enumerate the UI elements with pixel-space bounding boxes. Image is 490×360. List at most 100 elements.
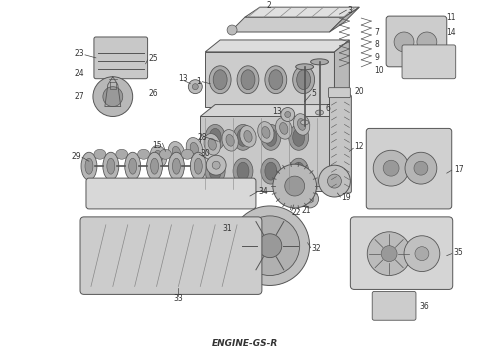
Text: 8: 8 — [374, 40, 379, 49]
Ellipse shape — [269, 70, 283, 90]
Ellipse shape — [222, 130, 238, 151]
Text: 31: 31 — [222, 224, 232, 233]
Circle shape — [258, 234, 282, 258]
Ellipse shape — [237, 162, 249, 180]
Ellipse shape — [294, 114, 310, 135]
Ellipse shape — [107, 158, 115, 174]
Circle shape — [383, 160, 399, 176]
Polygon shape — [335, 104, 349, 191]
Ellipse shape — [138, 149, 149, 159]
Circle shape — [414, 161, 428, 175]
FancyBboxPatch shape — [402, 45, 456, 79]
Ellipse shape — [195, 158, 202, 174]
Ellipse shape — [280, 122, 288, 134]
Ellipse shape — [168, 141, 185, 163]
Ellipse shape — [147, 152, 163, 180]
Ellipse shape — [209, 162, 221, 180]
Text: 21: 21 — [302, 206, 311, 215]
Text: 15: 15 — [152, 141, 162, 150]
Text: 7: 7 — [374, 27, 379, 36]
Ellipse shape — [205, 125, 225, 150]
FancyBboxPatch shape — [329, 95, 351, 193]
Text: 29: 29 — [72, 152, 81, 161]
Circle shape — [188, 80, 202, 94]
FancyBboxPatch shape — [328, 88, 350, 98]
Ellipse shape — [241, 70, 255, 90]
Ellipse shape — [316, 110, 323, 115]
Text: 25: 25 — [148, 54, 158, 63]
Ellipse shape — [296, 70, 311, 90]
Ellipse shape — [154, 150, 163, 162]
FancyBboxPatch shape — [86, 178, 256, 209]
Circle shape — [240, 216, 300, 275]
Circle shape — [285, 112, 291, 117]
Ellipse shape — [150, 158, 159, 174]
Ellipse shape — [129, 158, 137, 174]
Ellipse shape — [293, 162, 305, 180]
Polygon shape — [205, 52, 335, 107]
Text: 19: 19 — [342, 193, 351, 202]
Text: 27: 27 — [74, 92, 84, 101]
Ellipse shape — [85, 158, 93, 174]
Ellipse shape — [190, 152, 206, 180]
Text: 1: 1 — [196, 77, 201, 86]
Ellipse shape — [94, 149, 106, 159]
Polygon shape — [200, 117, 335, 191]
Ellipse shape — [311, 59, 328, 65]
Polygon shape — [200, 104, 349, 117]
Text: ENGINE-GS-R: ENGINE-GS-R — [212, 339, 278, 348]
Text: 12: 12 — [354, 142, 364, 151]
Ellipse shape — [169, 152, 184, 180]
Text: 34: 34 — [258, 186, 268, 195]
Ellipse shape — [275, 118, 292, 139]
Text: 24: 24 — [74, 69, 84, 78]
Circle shape — [103, 87, 123, 107]
Ellipse shape — [81, 152, 97, 180]
Circle shape — [415, 247, 429, 261]
FancyBboxPatch shape — [386, 16, 447, 67]
Text: 13: 13 — [272, 107, 281, 116]
Text: 14: 14 — [446, 27, 455, 36]
Polygon shape — [110, 82, 116, 89]
Ellipse shape — [289, 158, 309, 184]
Circle shape — [405, 152, 437, 184]
Ellipse shape — [258, 122, 274, 143]
Circle shape — [281, 108, 294, 121]
Ellipse shape — [301, 120, 309, 125]
Circle shape — [227, 25, 237, 35]
Text: 35: 35 — [454, 248, 464, 257]
Circle shape — [301, 190, 318, 208]
Text: 26: 26 — [148, 89, 158, 98]
Ellipse shape — [289, 125, 309, 150]
Circle shape — [373, 150, 409, 186]
Ellipse shape — [293, 129, 305, 146]
Ellipse shape — [233, 125, 253, 150]
Ellipse shape — [209, 129, 221, 146]
Polygon shape — [335, 40, 349, 107]
Ellipse shape — [116, 149, 128, 159]
Circle shape — [417, 32, 437, 52]
Text: 6: 6 — [325, 104, 330, 113]
Circle shape — [230, 233, 250, 253]
Circle shape — [404, 236, 440, 271]
Ellipse shape — [172, 147, 180, 158]
Polygon shape — [329, 7, 359, 32]
Circle shape — [192, 84, 198, 90]
Ellipse shape — [295, 64, 314, 70]
Ellipse shape — [181, 149, 194, 159]
Ellipse shape — [208, 139, 217, 150]
Text: 28: 28 — [197, 133, 207, 142]
Ellipse shape — [204, 134, 221, 155]
Circle shape — [93, 77, 133, 117]
Circle shape — [236, 239, 244, 247]
Ellipse shape — [265, 162, 277, 180]
Circle shape — [206, 155, 226, 175]
Text: 33: 33 — [173, 294, 183, 303]
Ellipse shape — [261, 158, 281, 184]
Ellipse shape — [190, 143, 198, 154]
Circle shape — [212, 161, 220, 169]
Ellipse shape — [265, 66, 287, 94]
Text: 36: 36 — [419, 302, 429, 311]
Text: 32: 32 — [312, 244, 321, 253]
Ellipse shape — [226, 135, 234, 146]
